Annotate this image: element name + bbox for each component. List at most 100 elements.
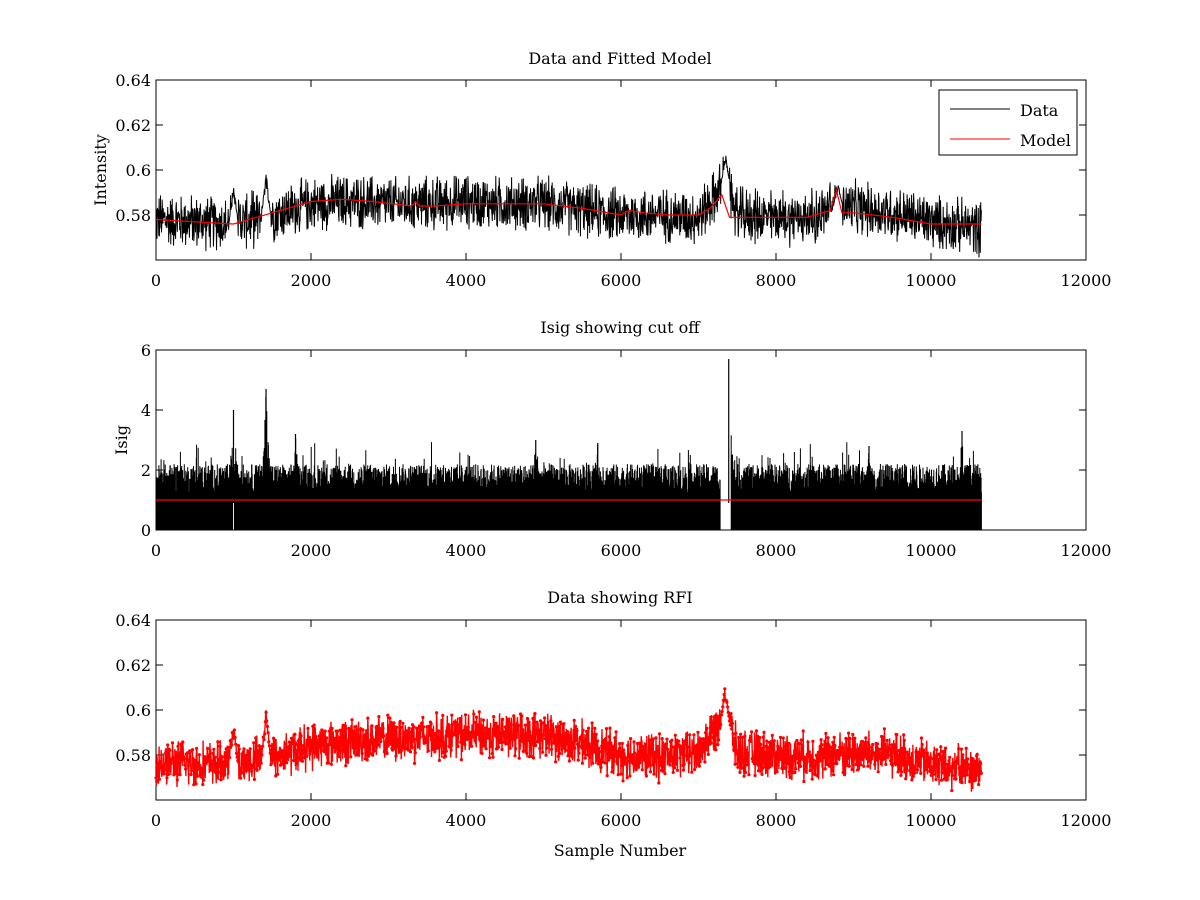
data-point xyxy=(377,715,381,719)
data-point xyxy=(530,738,534,742)
data-point xyxy=(499,740,503,744)
y-tick-label: 0.64 xyxy=(115,611,151,630)
data-point xyxy=(262,738,266,742)
data-point xyxy=(939,745,943,749)
data-point xyxy=(582,752,586,756)
data-point xyxy=(293,732,297,736)
data-point xyxy=(177,757,181,761)
y-tick-label: 6 xyxy=(141,341,151,360)
data-point xyxy=(947,759,951,763)
data-point xyxy=(776,746,781,751)
data-point xyxy=(922,751,926,755)
data-point xyxy=(843,753,847,757)
data-point xyxy=(699,754,703,759)
data-point xyxy=(916,750,920,754)
data-point xyxy=(847,731,851,735)
data-point xyxy=(501,717,505,722)
data-point xyxy=(720,710,724,714)
data-point xyxy=(414,737,418,741)
data-point xyxy=(686,745,690,749)
data-point xyxy=(308,749,312,753)
data-point xyxy=(523,734,527,739)
data-point xyxy=(529,743,533,747)
data-point xyxy=(620,741,624,746)
data-point xyxy=(155,779,159,784)
data-point xyxy=(261,735,265,739)
data-point xyxy=(504,733,508,737)
data-point xyxy=(456,744,460,749)
data-point xyxy=(199,766,203,770)
data-point xyxy=(166,743,170,747)
data-point xyxy=(948,768,953,772)
data-point xyxy=(488,756,492,760)
data-point xyxy=(864,736,868,740)
data-point xyxy=(498,731,502,735)
data-point xyxy=(594,732,598,737)
data-point xyxy=(968,771,973,776)
data-point xyxy=(826,736,830,740)
data-point xyxy=(732,748,736,752)
data-point xyxy=(304,749,308,754)
data-point xyxy=(351,730,355,734)
data-point xyxy=(832,735,836,740)
data-point xyxy=(865,747,869,751)
data-point xyxy=(800,757,804,761)
data-point xyxy=(976,762,980,766)
data-point xyxy=(893,761,897,766)
data-point xyxy=(722,692,726,697)
data-point xyxy=(924,762,929,767)
data-point xyxy=(696,730,700,734)
data-point xyxy=(460,737,464,741)
data-point xyxy=(969,762,973,766)
data-point xyxy=(422,725,426,729)
data-point xyxy=(767,740,772,745)
data-point xyxy=(183,763,187,767)
data-point xyxy=(961,753,965,757)
data-point xyxy=(798,764,803,769)
data-point xyxy=(299,734,303,738)
data-point xyxy=(512,714,516,718)
x-tick-label: 0 xyxy=(151,541,161,560)
data-point xyxy=(327,761,331,765)
data-point xyxy=(867,759,871,764)
data-point xyxy=(449,748,453,752)
data-point xyxy=(394,754,398,758)
data-point xyxy=(586,730,590,734)
data-point xyxy=(538,719,543,723)
data-point xyxy=(521,740,525,744)
data-point xyxy=(945,778,949,782)
data-point xyxy=(926,765,931,769)
data-point xyxy=(669,759,673,763)
data-point xyxy=(900,747,904,751)
data-point xyxy=(802,779,806,784)
data-point xyxy=(853,736,857,740)
data-point xyxy=(344,747,349,751)
data-point xyxy=(738,770,742,775)
data-point xyxy=(967,766,971,771)
data-point xyxy=(201,782,205,787)
data-point xyxy=(399,748,404,753)
data-point xyxy=(542,721,546,725)
data-point xyxy=(660,737,664,741)
data-point xyxy=(860,739,864,744)
data-point xyxy=(807,750,812,754)
data-point xyxy=(419,726,423,730)
data-point xyxy=(710,724,714,728)
x-tick-label: 2000 xyxy=(291,541,332,560)
data-point xyxy=(595,759,599,763)
data-point xyxy=(628,774,632,778)
data-point xyxy=(815,753,819,758)
data-point xyxy=(226,745,230,750)
data-point xyxy=(336,750,340,755)
data-point xyxy=(732,745,737,749)
data-point xyxy=(634,768,638,772)
data-point xyxy=(342,727,347,731)
data-point xyxy=(670,755,675,759)
data-point xyxy=(717,738,721,742)
data-point xyxy=(596,739,600,743)
data-point xyxy=(822,748,826,752)
data-point xyxy=(344,764,348,768)
data-point xyxy=(525,751,529,755)
data-point xyxy=(624,761,629,766)
data-point xyxy=(547,738,551,742)
